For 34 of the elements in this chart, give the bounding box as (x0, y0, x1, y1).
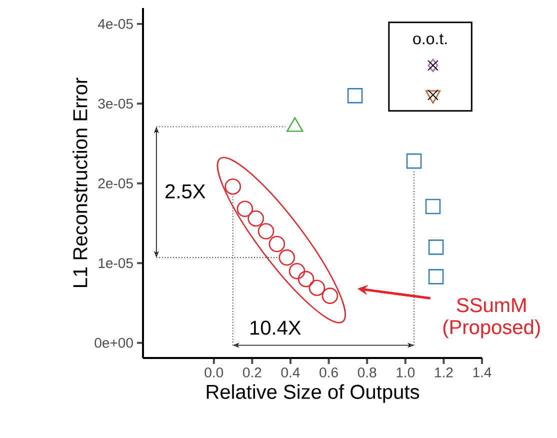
point (425, 198, 441, 214)
y-axis-title: L1 Reconstruction Error (72, 78, 88, 287)
y-tick-label: 3e-05 (98, 98, 133, 109)
y-tick-label: 4e-05 (98, 18, 133, 29)
point (288, 262, 306, 280)
x-tick-label: 1.0 (396, 368, 415, 378)
annotation: 2.5X (166, 184, 206, 198)
point (428, 269, 444, 284)
point (428, 240, 444, 255)
x-tick-label: 0.4 (281, 368, 300, 378)
x-tick-label: 0.6 (320, 368, 338, 378)
point (308, 280, 326, 296)
point (224, 178, 241, 195)
x-tick-label: 1.4 (473, 368, 492, 378)
point (347, 88, 363, 104)
legend-title: o.o.t. (413, 34, 447, 44)
annotation: 10.4X (250, 320, 301, 335)
point (298, 270, 314, 288)
legend-label: SSumM (Proposed) (443, 298, 540, 338)
x-tick-label: 0.0 (204, 368, 224, 378)
point (248, 210, 264, 227)
x-tick-label: 0.2 (242, 368, 262, 378)
y-tick-label: 0e+00 (94, 338, 133, 348)
point (258, 223, 274, 240)
point (236, 200, 254, 218)
y-tick-label: 2e-05 (98, 178, 133, 188)
y-tick-label: 1e-05 (98, 258, 133, 268)
x-axis-title: Relative Size of Outputs (206, 384, 420, 403)
point (322, 288, 338, 304)
point (406, 153, 422, 169)
x-tick-label: 0.8 (358, 368, 376, 378)
x-tick-label: 1.2 (435, 368, 453, 378)
point (278, 249, 295, 266)
point (268, 236, 286, 252)
